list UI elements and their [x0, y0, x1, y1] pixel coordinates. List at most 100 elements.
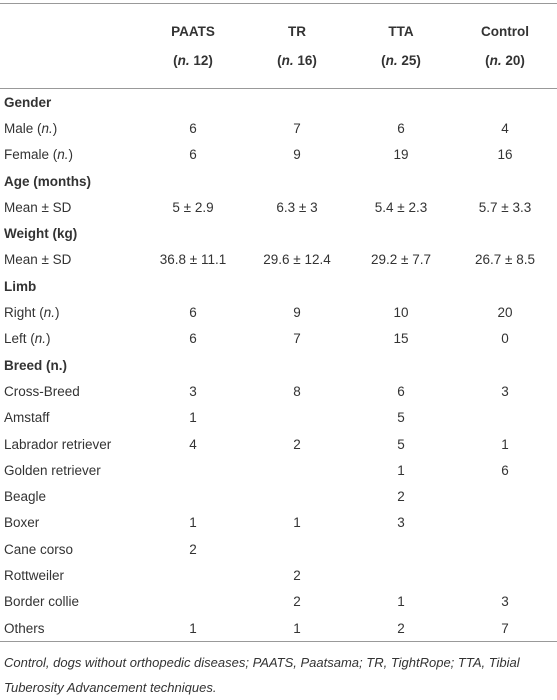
text-part: n.	[385, 53, 398, 68]
row-label: Female (n.)	[0, 142, 141, 168]
data-row: Male (n.) 6 7 6 4	[0, 115, 557, 141]
cell: 3	[189, 383, 197, 399]
group-name: TTA	[388, 24, 414, 39]
cell: 1	[293, 620, 301, 636]
cell: 20	[497, 305, 513, 321]
data-row: Border collie 2 1 3	[0, 589, 557, 615]
text-part: )	[52, 120, 58, 136]
cell: 1	[397, 594, 405, 610]
row-label: Beagle	[0, 483, 141, 509]
text-part: )	[55, 305, 60, 321]
section-title: Breed (n.)	[4, 357, 68, 373]
row-label: Male (n.)	[0, 115, 141, 141]
cell	[453, 536, 557, 562]
cell: 29.6 ± 12.4	[263, 252, 331, 268]
header-cell	[0, 3, 141, 89]
section-title: Age (months)	[4, 173, 91, 189]
row-label: Mean ± SD	[0, 194, 141, 220]
cell: 5.7 ± 3.3	[478, 199, 532, 215]
page: PAATS (n. 12) TR (n. 16) TTA (n. 25) Control (n…	[0, 3, 557, 695]
section-title: Limb	[4, 278, 37, 294]
footnote: Control, dogs without orthopedic disease…	[4, 655, 520, 696]
cell: 10	[393, 305, 409, 321]
text-part: Mean ± SD	[4, 199, 72, 215]
cell: 2	[397, 620, 405, 636]
text-part: 16)	[293, 53, 317, 68]
group-name: PAATS	[171, 24, 215, 39]
cell: 2	[293, 436, 301, 452]
text-part: Female (	[4, 147, 58, 163]
cell: 3	[501, 594, 509, 610]
cell	[453, 483, 557, 509]
cell: 1	[189, 515, 197, 531]
cell: 1	[189, 620, 197, 636]
data-table: PAATS (n. 12) TR (n. 16) TTA (n. 25) Control (n…	[0, 3, 557, 643]
data-row: Mean ± SD 36.8 ± 11.1 29.6 ± 12.4 29.2 ± 7.…	[0, 247, 557, 273]
text-part: (	[277, 53, 282, 68]
row-label: Boxer	[0, 510, 141, 536]
cell: 6.3 ± 3	[276, 199, 318, 215]
text-part: n.	[57, 147, 69, 163]
cell	[245, 483, 349, 509]
cell: 2	[397, 489, 405, 505]
text-part: Beagle	[4, 489, 47, 505]
cell: 15	[393, 331, 409, 347]
cell	[141, 589, 245, 615]
data-row: Beagle 2	[0, 483, 557, 509]
cell: 5 ± 2.9	[172, 199, 214, 215]
cell: 2	[189, 541, 197, 557]
text-part: Labrador retriever	[4, 436, 112, 452]
cell: 26.7 ± 8.5	[475, 252, 535, 268]
text-part: Cross-Breed	[4, 383, 80, 399]
cell: 1	[501, 436, 509, 452]
section-title: Weight (kg)	[4, 226, 78, 242]
cell	[453, 510, 557, 536]
text-part: 20)	[501, 53, 525, 68]
cell: 5	[397, 410, 405, 426]
cell: 4	[189, 436, 197, 452]
header-cell: TR (n. 16)	[245, 3, 349, 89]
cell: 6	[397, 383, 405, 399]
data-row: Cane corso 2	[0, 536, 557, 562]
cell: 6	[397, 120, 405, 136]
text-part: Male (	[4, 120, 42, 136]
data-row: Golden retriever 1 6	[0, 457, 557, 483]
text-part: n.	[43, 305, 56, 321]
text-part: Amstaff	[4, 410, 50, 426]
header-row: PAATS (n. 12) TR (n. 16) TTA (n. 25) Control (n…	[0, 3, 557, 89]
cell: 1	[397, 462, 405, 478]
data-row: Rottweiler 2	[0, 562, 557, 588]
cell: 6	[189, 120, 197, 136]
text-part: Right (	[4, 305, 44, 321]
cell: 4	[501, 120, 509, 136]
cell	[245, 457, 349, 483]
cell: 5.4 ± 2.3	[374, 199, 428, 215]
cell	[453, 562, 557, 588]
data-row: Female (n.) 6 9 19 16	[0, 142, 557, 168]
cell: 9	[293, 305, 301, 321]
cell: 2	[293, 594, 301, 610]
cell: 6	[189, 331, 197, 347]
cell	[349, 562, 453, 588]
text-part: n.	[281, 53, 294, 68]
cell: 1	[293, 515, 301, 531]
group-name: Control	[481, 24, 529, 39]
header-cell: TTA (n. 25)	[349, 3, 453, 89]
group-size: (n. 16)	[245, 46, 349, 75]
cell: 7	[293, 331, 301, 347]
text-part: Rottweiler	[4, 567, 65, 583]
section-title: Gender	[4, 94, 52, 110]
text-part: Border collie	[4, 594, 80, 610]
text-part: (	[173, 53, 178, 68]
data-row: Amstaff 1 5	[0, 405, 557, 431]
row-label: Cross-Breed	[0, 378, 141, 404]
cell: 8	[293, 383, 301, 399]
cell: 0	[501, 331, 509, 347]
row-label: Golden retriever	[0, 457, 141, 483]
row-label: Others	[0, 615, 141, 642]
cell	[349, 536, 453, 562]
group-name: TR	[288, 24, 306, 39]
text-part: )	[68, 147, 74, 163]
cell: 19	[393, 147, 409, 163]
data-row: Left (n.) 6 7 15 0	[0, 326, 557, 352]
